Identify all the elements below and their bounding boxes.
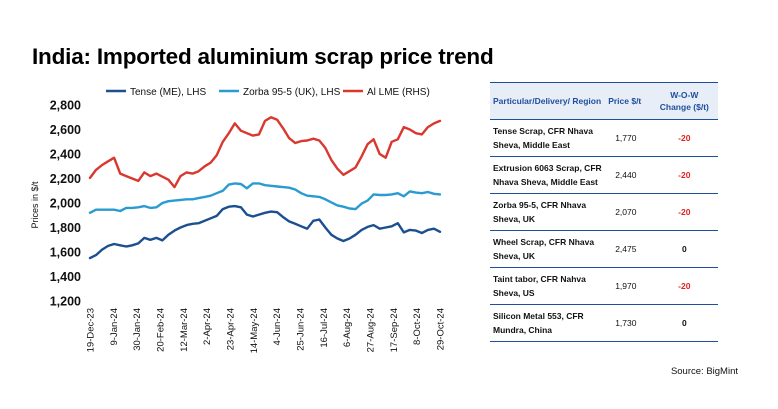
row-price: 2,070: [615, 207, 637, 217]
x-tick-label: 14-May-24: [249, 308, 260, 353]
table-row: Silicon Metal 553, CFR Mundra, China 1,73…: [490, 304, 718, 342]
price-table-container: Particular/Delivery/ Region Price $/t W-…: [490, 82, 718, 342]
x-axis: 19-Dec-23 9-Jan-24 30-Jan-24 20-Feb-24 12-Ma…: [86, 308, 447, 353]
x-tick-label: 8-Oct-24: [412, 308, 423, 345]
y-axis: 1,200 1,400 1,600 1,800 2,000 2,200 2,400 2,600…: [50, 99, 81, 309]
series-line-0: [88, 204, 442, 260]
row-price: 2,440: [615, 170, 637, 180]
x-tick-label: 17-Sep-24: [389, 308, 400, 352]
x-tick-label: 30-Jan-24: [132, 308, 143, 351]
x-tick-label: 19-Dec-23: [86, 308, 97, 352]
chart-legend: Tense (ME), LHS Zorba 95-5 (UK), LHS Al LM…: [106, 87, 430, 98]
row-item: Silicon Metal 553, CFR Mundra, China: [493, 311, 584, 335]
x-tick-label: 9-Jan-24: [109, 308, 120, 346]
header-particular: Particular/Delivery/ Region: [493, 96, 602, 106]
table-body: Tense Scrap, CFR Nhava Sheva, Middle Eas…: [490, 119, 718, 342]
row-price: 1,730: [615, 318, 637, 328]
chart-title: India: Imported aluminium scrap price tr…: [32, 44, 494, 69]
table-header-row: Particular/Delivery/ Region Price $/t W-…: [490, 82, 718, 120]
price-table: Particular/Delivery/ Region Price $/t W-…: [490, 82, 718, 342]
legend-label: Tense (ME), LHS: [130, 87, 206, 98]
header-change: W-O-W Change ($/t): [659, 90, 709, 112]
row-price: 1,970: [615, 281, 637, 291]
table-row: Wheel Scrap, CFR Nhava Sheva, UK 2,475 0: [490, 230, 718, 268]
header-price: Price $/t: [608, 96, 642, 106]
x-tick-label: 6-Aug-24: [342, 308, 353, 347]
series-lines: [88, 116, 442, 260]
y-tick-label: 2,400: [50, 148, 81, 162]
y-tick-label: 1,200: [50, 295, 81, 309]
row-price: 2,475: [615, 244, 637, 254]
y-tick-label: 2,200: [50, 172, 81, 186]
row-change: 0: [681, 318, 687, 328]
x-tick-label: 23-Apr-24: [226, 308, 237, 350]
legend-label: Al LME (RHS): [367, 87, 430, 98]
x-tick-label: 2-Apr-24: [202, 308, 213, 345]
y-tick-label: 1,800: [50, 221, 81, 235]
x-tick-label: 29-Oct-24: [436, 308, 447, 350]
source-note: Source: BigMint: [670, 366, 738, 377]
row-change: -20: [678, 207, 691, 217]
legend-item: Zorba 95-5 (UK), LHS: [219, 87, 341, 98]
table-row: Zorba 95-5, CFR Nhava Sheva, UK 2,070 -20: [490, 193, 718, 231]
row-item: Taint tabor, CFR Nahva Sheva, US: [493, 274, 586, 298]
table-row: Tense Scrap, CFR Nhava Sheva, Middle Eas…: [490, 119, 718, 157]
x-tick-label: 12-Mar-24: [179, 308, 190, 352]
table-row: Extrusion 6063 Scrap, CFR Nhava Sheva, M…: [490, 156, 718, 194]
x-tick-label: 27-Aug-24: [366, 308, 377, 352]
y-tick-label: 1,600: [50, 246, 81, 260]
row-price: 1,770: [615, 133, 637, 143]
series-line-2: [88, 116, 442, 189]
row-item: Zorba 95-5, CFR Nhava Sheva, UK: [493, 200, 587, 224]
y-tick-label: 2,800: [50, 99, 81, 113]
x-tick-label: 20-Feb-24: [156, 308, 167, 352]
row-item: Extrusion 6063 Scrap, CFR Nhava Sheva, M…: [493, 163, 602, 187]
x-tick-label: 25-Jun-24: [296, 308, 307, 351]
x-tick-label: 4-Jun-24: [272, 308, 283, 346]
y-axis-label: Prices in $/t: [30, 181, 40, 229]
series-line-1: [88, 182, 442, 215]
y-tick-label: 1,400: [50, 270, 81, 284]
legend-item: Al LME (RHS): [343, 87, 430, 98]
row-change: -20: [678, 281, 691, 291]
line-chart: Tense (ME), LHS Zorba 95-5 (UK), LHS Al LM…: [30, 87, 447, 353]
row-item: Wheel Scrap, CFR Nhava Sheva, UK: [493, 237, 595, 261]
legend-item: Tense (ME), LHS: [106, 87, 206, 98]
x-tick-label: 16-Jul-24: [319, 308, 330, 348]
row-change: -20: [678, 133, 691, 143]
row-change: 0: [681, 244, 687, 254]
row-change: -20: [678, 170, 691, 180]
row-item: Tense Scrap, CFR Nhava Sheva, Middle Eas…: [493, 126, 593, 150]
y-tick-label: 2,000: [50, 197, 81, 211]
y-tick-label: 2,600: [50, 123, 81, 137]
table-row: Taint tabor, CFR Nahva Sheva, US 1,970 -20: [490, 267, 718, 305]
legend-label: Zorba 95-5 (UK), LHS: [243, 87, 341, 98]
